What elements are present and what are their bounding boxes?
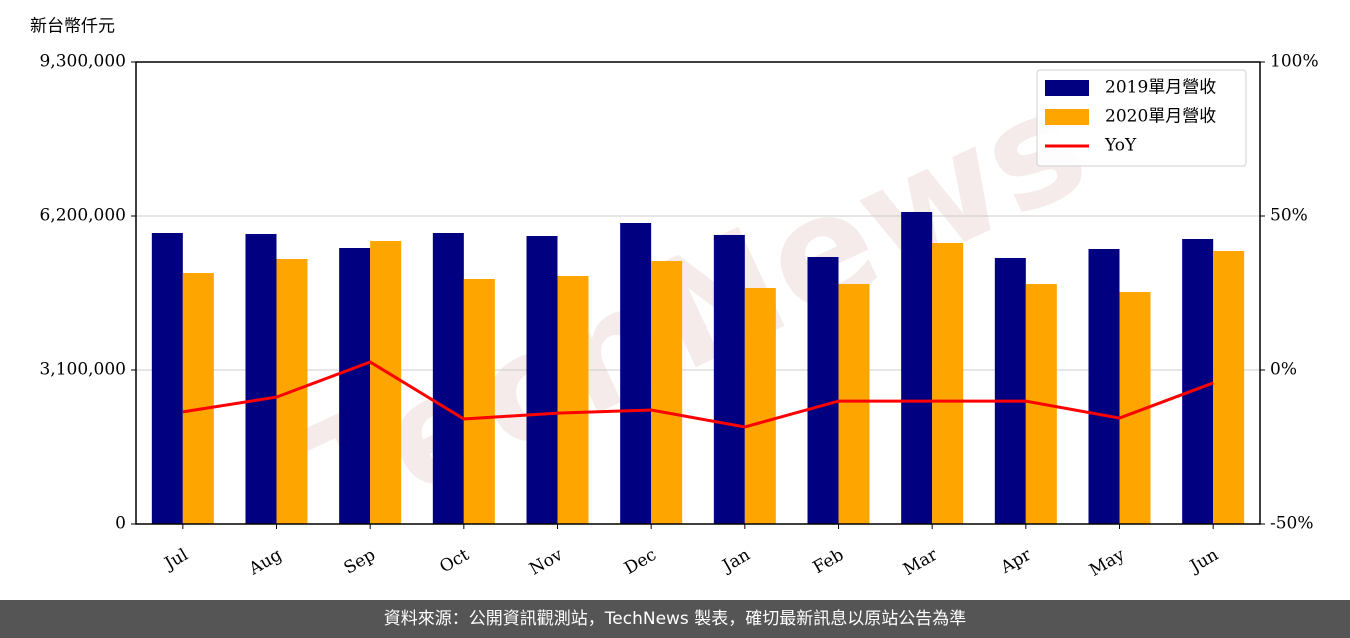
bar [151, 232, 183, 524]
plot-frame [135, 61, 1261, 525]
y-tick-label: 6,200,000 [39, 206, 126, 226]
line [182, 360, 1214, 429]
legend-swatch [1045, 109, 1089, 125]
bar [526, 236, 558, 524]
bar [620, 223, 652, 524]
bar [713, 234, 745, 524]
bar [1213, 251, 1245, 524]
bar [932, 242, 964, 524]
bar [807, 256, 839, 524]
bar [838, 284, 870, 524]
x-tick-label: Apr [997, 544, 1036, 578]
x-tick-label: Nov [526, 545, 566, 580]
bar [744, 287, 776, 524]
x-tick-label: Mar [900, 544, 942, 580]
x-tick-label: May [1086, 545, 1129, 581]
y2-tick-label: 100% [1270, 52, 1319, 72]
bar [370, 240, 402, 525]
bar [1088, 248, 1120, 524]
bar [339, 247, 371, 525]
legend-box [1036, 69, 1247, 167]
y-tick-label: 0 [115, 514, 126, 534]
y2-tick-label: 0% [1270, 360, 1297, 380]
bar [557, 276, 589, 524]
bar [432, 232, 464, 524]
legend-label: 2019單月營收 [1105, 78, 1216, 98]
bar [901, 211, 933, 524]
legend-label: YoY [1104, 136, 1137, 156]
y2-tick-label: 50% [1270, 206, 1308, 226]
watermark: TechNews [281, 56, 1111, 567]
bar [245, 233, 277, 525]
y-tick-label: 3,100,000 [39, 360, 126, 380]
x-tick-label: Jun [1185, 545, 1222, 578]
x-tick-label: Feb [810, 545, 848, 578]
bar [182, 272, 214, 524]
bar [651, 261, 683, 524]
bar [1182, 239, 1214, 524]
legend-swatch [1045, 80, 1089, 96]
footer-text: 資料來源：公開資訊觀測站，TechNews 製表，確切最新訊息以原站公告為準 [384, 609, 966, 629]
legend-label: 2020單月營收 [1105, 107, 1216, 127]
y-axis-label: 新台幣仟元 [30, 17, 115, 37]
footer-bar [0, 600, 1350, 638]
x-tick-label: Oct [436, 545, 472, 578]
y2-tick-label: -50% [1270, 514, 1314, 534]
y-tick-label: 9,300,000 [39, 52, 126, 72]
x-tick-label: Aug [245, 545, 286, 580]
x-tick-label: Jul [160, 545, 192, 575]
x-tick-label: Jan [718, 545, 754, 577]
bar [994, 257, 1026, 524]
x-tick-label: Dec [621, 545, 660, 579]
bar [463, 278, 495, 524]
